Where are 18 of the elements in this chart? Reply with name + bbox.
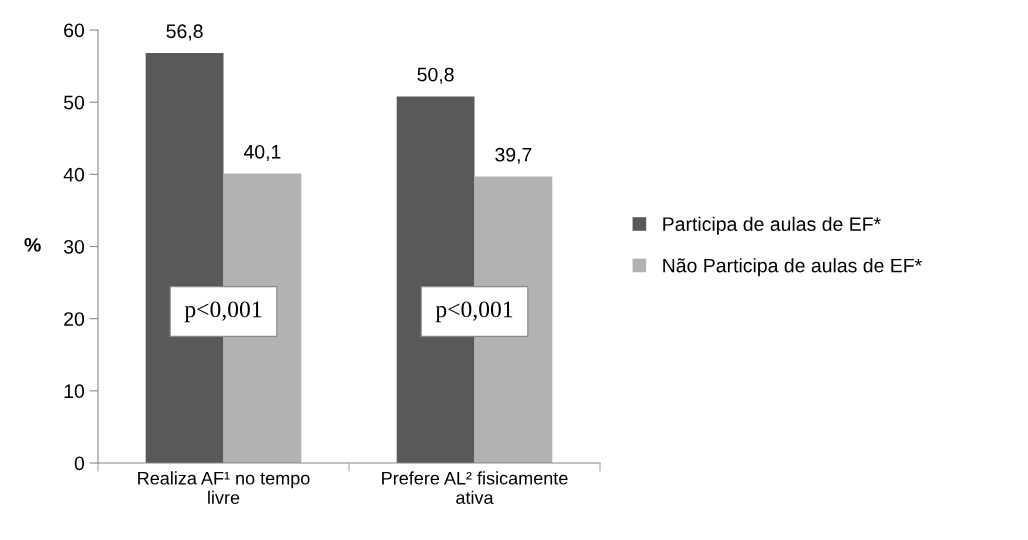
y-tick-label: 20 bbox=[64, 312, 85, 326]
y-tick-label: 40 bbox=[63, 167, 85, 182]
legend-label: Participa de aulas de EF* bbox=[663, 216, 881, 235]
y-tick-label: 50 bbox=[63, 95, 85, 110]
x-tick-label: Prefere AL² fisicamente ativa bbox=[382, 471, 568, 505]
data-label: 50,8 bbox=[417, 67, 454, 84]
x-tick-label: Realiza AF¹ no tempo livre bbox=[138, 471, 310, 505]
annotation: p<0,001 bbox=[184, 301, 262, 323]
y-tick-label: 10 bbox=[64, 384, 85, 399]
y-tick-label: 0 bbox=[74, 456, 85, 471]
y-axis-title: % bbox=[24, 238, 41, 252]
data-label: 56,8 bbox=[166, 24, 203, 41]
data-label: 40,1 bbox=[243, 144, 281, 161]
y-tick-label: 60 bbox=[64, 23, 85, 38]
legend-label: Não Participa de aulas de EF* bbox=[663, 258, 922, 277]
y-tick-label: 30 bbox=[63, 239, 85, 254]
data-label: 39,7 bbox=[495, 147, 532, 164]
annotation: p<0,001 bbox=[435, 301, 513, 323]
